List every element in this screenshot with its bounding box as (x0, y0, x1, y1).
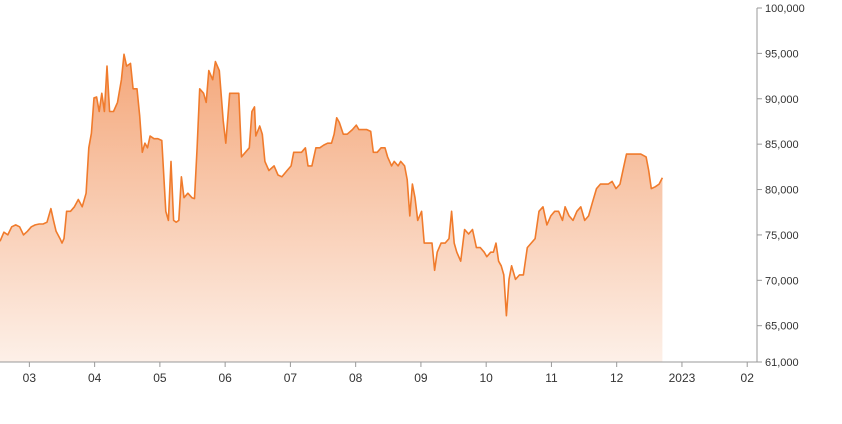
series-line (0, 53, 664, 317)
x-tick-label: 04 (88, 371, 102, 385)
y-tick-label: 100,000 (765, 3, 805, 15)
x-tick-label: 11 (545, 371, 558, 385)
x-tick-label: 05 (153, 371, 167, 385)
y-tick-label: 80,000 (765, 185, 799, 197)
y-axis: 61,000 65,000 70,000 75,000 80,000 85,000 90,0… (756, 3, 805, 369)
y-tick-label: 65,000 (765, 321, 799, 333)
x-axis: 03 04 05 06 07 08 09 10 11 12 2023 02 (0, 361, 757, 385)
y-tick-label: 85,000 (765, 139, 799, 151)
line-layer (0, 53, 664, 317)
x-tick-label: 08 (349, 371, 363, 385)
area-fill-layer (0, 54, 663, 363)
y-tick-label: 61,000 (765, 357, 799, 369)
x-tick-label: 03 (23, 371, 37, 385)
x-tick-label: 12 (610, 371, 624, 385)
x-tick-label: 07 (284, 371, 298, 385)
x-tick-label: 02 (741, 371, 755, 385)
series-area (0, 54, 663, 363)
y-tick-label: 90,000 (765, 94, 799, 106)
x-tick-label: 10 (479, 371, 493, 385)
x-tick-label: 09 (414, 371, 428, 385)
x-tick-label: 2023 (669, 371, 696, 385)
y-tick-label: 95,000 (765, 48, 799, 60)
y-tick-label: 75,000 (765, 230, 799, 242)
y-tick-label: 70,000 (765, 275, 799, 287)
x-tick-label: 06 (218, 371, 232, 385)
